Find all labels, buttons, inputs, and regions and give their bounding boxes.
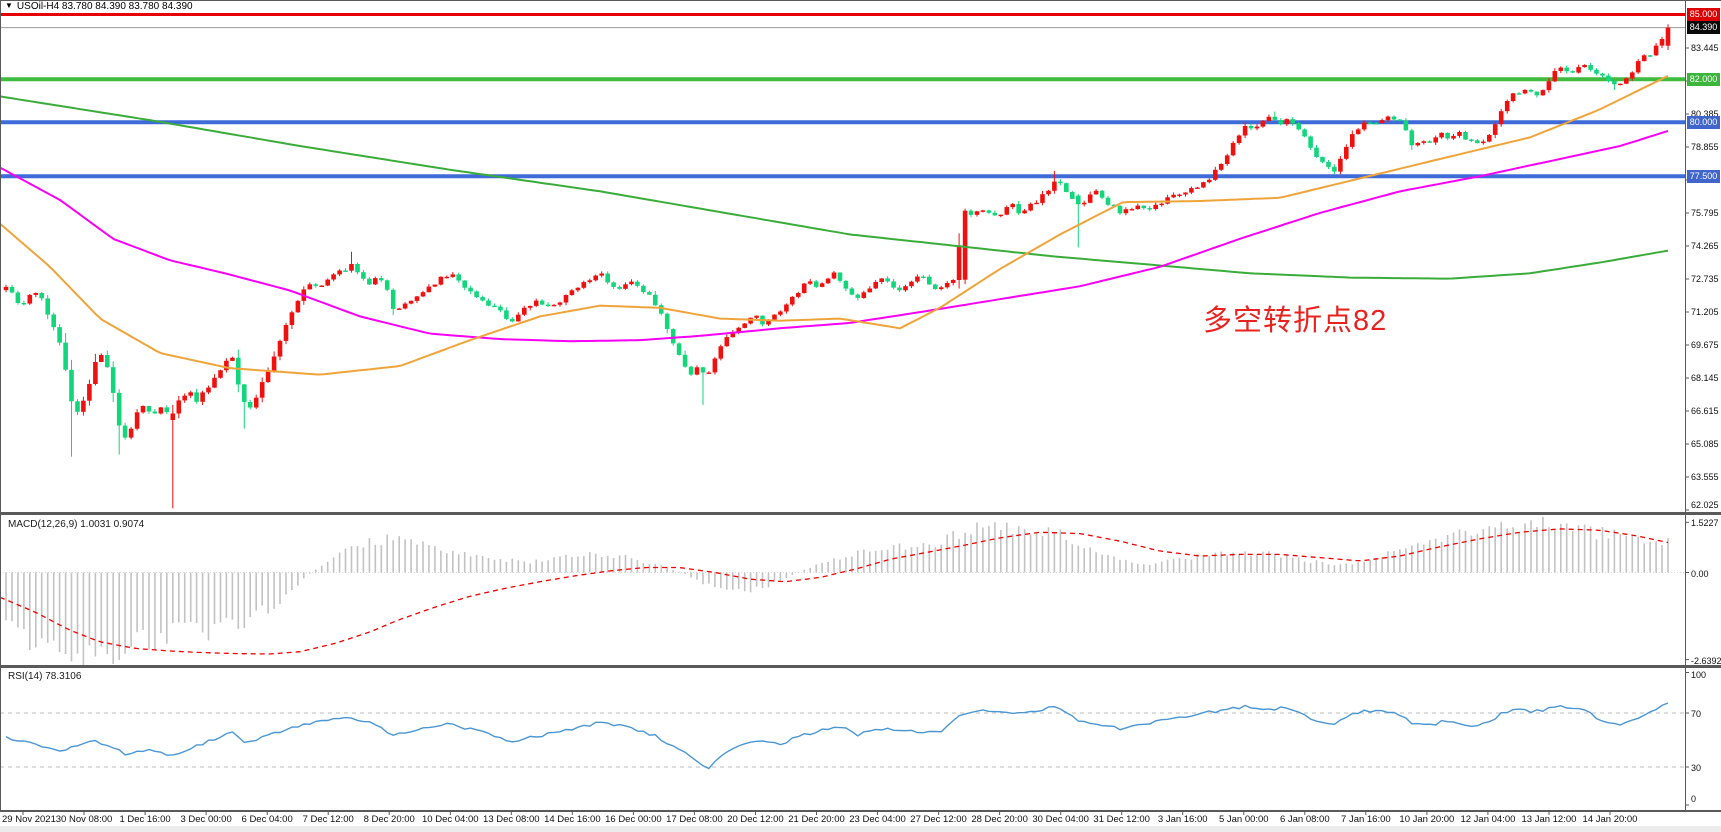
mid-magenta-ma: [0, 129, 1669, 343]
macd-signal-line: [0, 528, 1669, 655]
fast-orange-ma: [0, 75, 1669, 376]
rsi-line: [5, 702, 1669, 770]
window-bottom-strip: [0, 826, 1721, 832]
slow-green-ma: [0, 95, 1669, 280]
